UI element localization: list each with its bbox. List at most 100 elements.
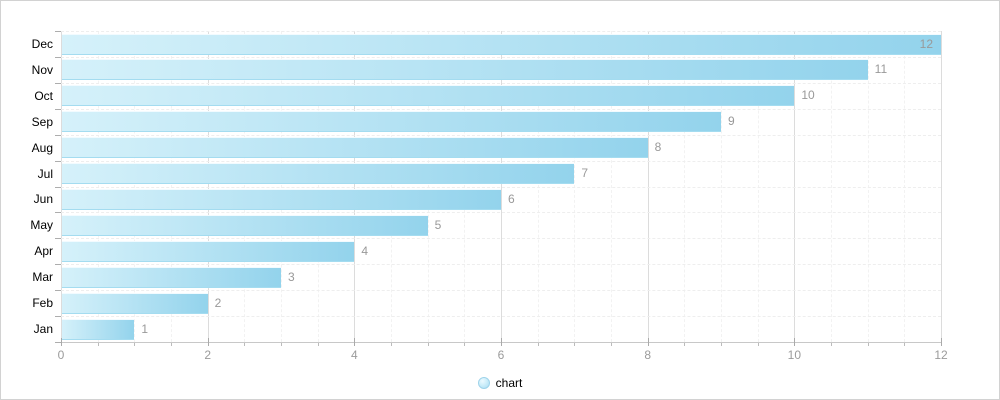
- x-minor-tick: [574, 343, 576, 346]
- x-major-tick: [207, 338, 209, 346]
- y-axis-tick: [55, 290, 61, 292]
- bar[interactable]: [62, 59, 868, 81]
- bar[interactable]: [62, 111, 721, 133]
- bar[interactable]: [62, 189, 501, 210]
- bar-value-label: 9: [728, 114, 735, 129]
- bar-value-label: 1: [141, 321, 149, 336]
- x-major-tick: [354, 338, 356, 346]
- x-minor-tick: [464, 343, 466, 346]
- bar[interactable]: [62, 137, 648, 159]
- y-axis-tick: [55, 186, 61, 188]
- x-minor-tick: [537, 343, 539, 346]
- x-minor-tick: [97, 343, 99, 346]
- bar-value-label: 7: [581, 166, 589, 181]
- x-major-tick: [647, 338, 649, 346]
- y-axis-tick: [55, 134, 61, 136]
- y-axis-category-label: Dec: [31, 36, 53, 51]
- row-gridline: [61, 160, 941, 162]
- bar[interactable]: [62, 240, 355, 262]
- x-minor-tick: [684, 343, 686, 346]
- y-axis-category-label: Jun: [33, 192, 53, 207]
- x-minor-tick: [171, 343, 172, 346]
- bar[interactable]: [62, 292, 208, 314]
- x-minor-tick: [867, 343, 869, 346]
- y-axis-category-label: Mar: [32, 270, 53, 285]
- y-axis-category-label: Oct: [34, 88, 53, 103]
- bar[interactable]: [62, 33, 941, 55]
- x-minor-tick: [611, 343, 612, 346]
- y-axis-tick: [55, 82, 61, 84]
- y-axis-category-label: Sep: [31, 114, 53, 129]
- x-major-tick: [61, 338, 62, 346]
- x-minor-tick: [281, 343, 282, 346]
- x-minor-tick: [904, 343, 906, 346]
- bar[interactable]: [62, 318, 135, 340]
- bar-value-label: 3: [288, 269, 295, 284]
- y-axis-tick: [55, 316, 61, 318]
- row-gridline: [61, 290, 941, 292]
- bar-value-label: 4: [361, 243, 369, 258]
- row-gridline: [61, 264, 941, 266]
- row-gridline: [61, 108, 941, 110]
- x-axis-tick-label: 0: [57, 348, 65, 362]
- x-axis-tick-label: 2: [204, 348, 211, 362]
- y-axis-category-label: May: [30, 218, 53, 233]
- y-axis: Dec Nov Oct Sep Aug Jul Jun May Apr Mar Feb Jan: [1, 31, 53, 342]
- y-axis-category-label: Feb: [32, 296, 53, 311]
- bar-value-label: 6: [508, 192, 515, 206]
- y-axis-tick: [55, 56, 61, 58]
- x-minor-tick: [244, 343, 246, 346]
- row-gridline: [61, 134, 941, 136]
- x-minor-tick: [721, 343, 722, 346]
- bar-value-label: 10: [801, 88, 815, 103]
- x-minor-tick: [134, 343, 136, 346]
- y-axis-tick: [55, 31, 61, 32]
- y-axis-category-label: Jul: [37, 166, 53, 181]
- x-axis-tick-label: 4: [350, 348, 358, 362]
- x-minor-tick: [317, 343, 319, 346]
- x-minor-tick: [757, 343, 759, 346]
- bar-value-label: 5: [434, 217, 442, 232]
- x-minor-tick: [831, 343, 832, 346]
- bar[interactable]: [62, 266, 281, 288]
- legend-item[interactable]: chart: [1, 375, 999, 391]
- x-minor-tick: [427, 343, 429, 346]
- y-axis-tick: [55, 342, 61, 343]
- legend-marker-icon: [477, 377, 490, 389]
- bar-value-label: 11: [874, 62, 888, 77]
- y-axis-category-label: Nov: [31, 62, 53, 77]
- x-minor-tick: [391, 343, 392, 346]
- y-axis-category-label: Jan: [33, 322, 53, 337]
- row-gridline: [61, 238, 941, 240]
- row-gridline: [61, 82, 941, 84]
- x-major-tick: [794, 338, 796, 346]
- x-axis-tick-label: 8: [644, 348, 651, 362]
- y-axis-tick: [55, 108, 61, 110]
- row-gridline: [61, 56, 941, 58]
- bar-value-label: 8: [654, 140, 662, 155]
- row-gridline: [61, 186, 941, 188]
- y-axis-tick: [55, 264, 61, 266]
- y-axis-tick: [55, 212, 61, 214]
- x-axis-tick-label: 10: [787, 348, 801, 362]
- bar[interactable]: [62, 85, 795, 107]
- x-axis-tick-label: 12: [934, 348, 948, 362]
- y-axis-tick: [55, 160, 61, 162]
- bar-value-label: 12: [919, 36, 933, 51]
- x-major-tick: [941, 338, 942, 346]
- x-axis-tick-label: 6: [497, 348, 505, 362]
- row-gridline: [61, 212, 941, 214]
- plot-area: 12 11 10 9 8 7 6 5 4 3 2 1: [61, 31, 942, 342]
- major-gridline: [941, 31, 942, 342]
- x-major-tick: [501, 338, 502, 346]
- bar[interactable]: [62, 163, 575, 185]
- row-gridline: [61, 316, 941, 318]
- legend-label: chart: [495, 376, 523, 390]
- row-gridline: [61, 31, 941, 32]
- y-axis-tick: [55, 238, 61, 240]
- bar-value-label: 2: [214, 295, 222, 310]
- y-axis-category-label: Apr: [34, 244, 53, 259]
- bar[interactable]: [62, 214, 428, 236]
- y-axis-category-label: Aug: [31, 140, 53, 155]
